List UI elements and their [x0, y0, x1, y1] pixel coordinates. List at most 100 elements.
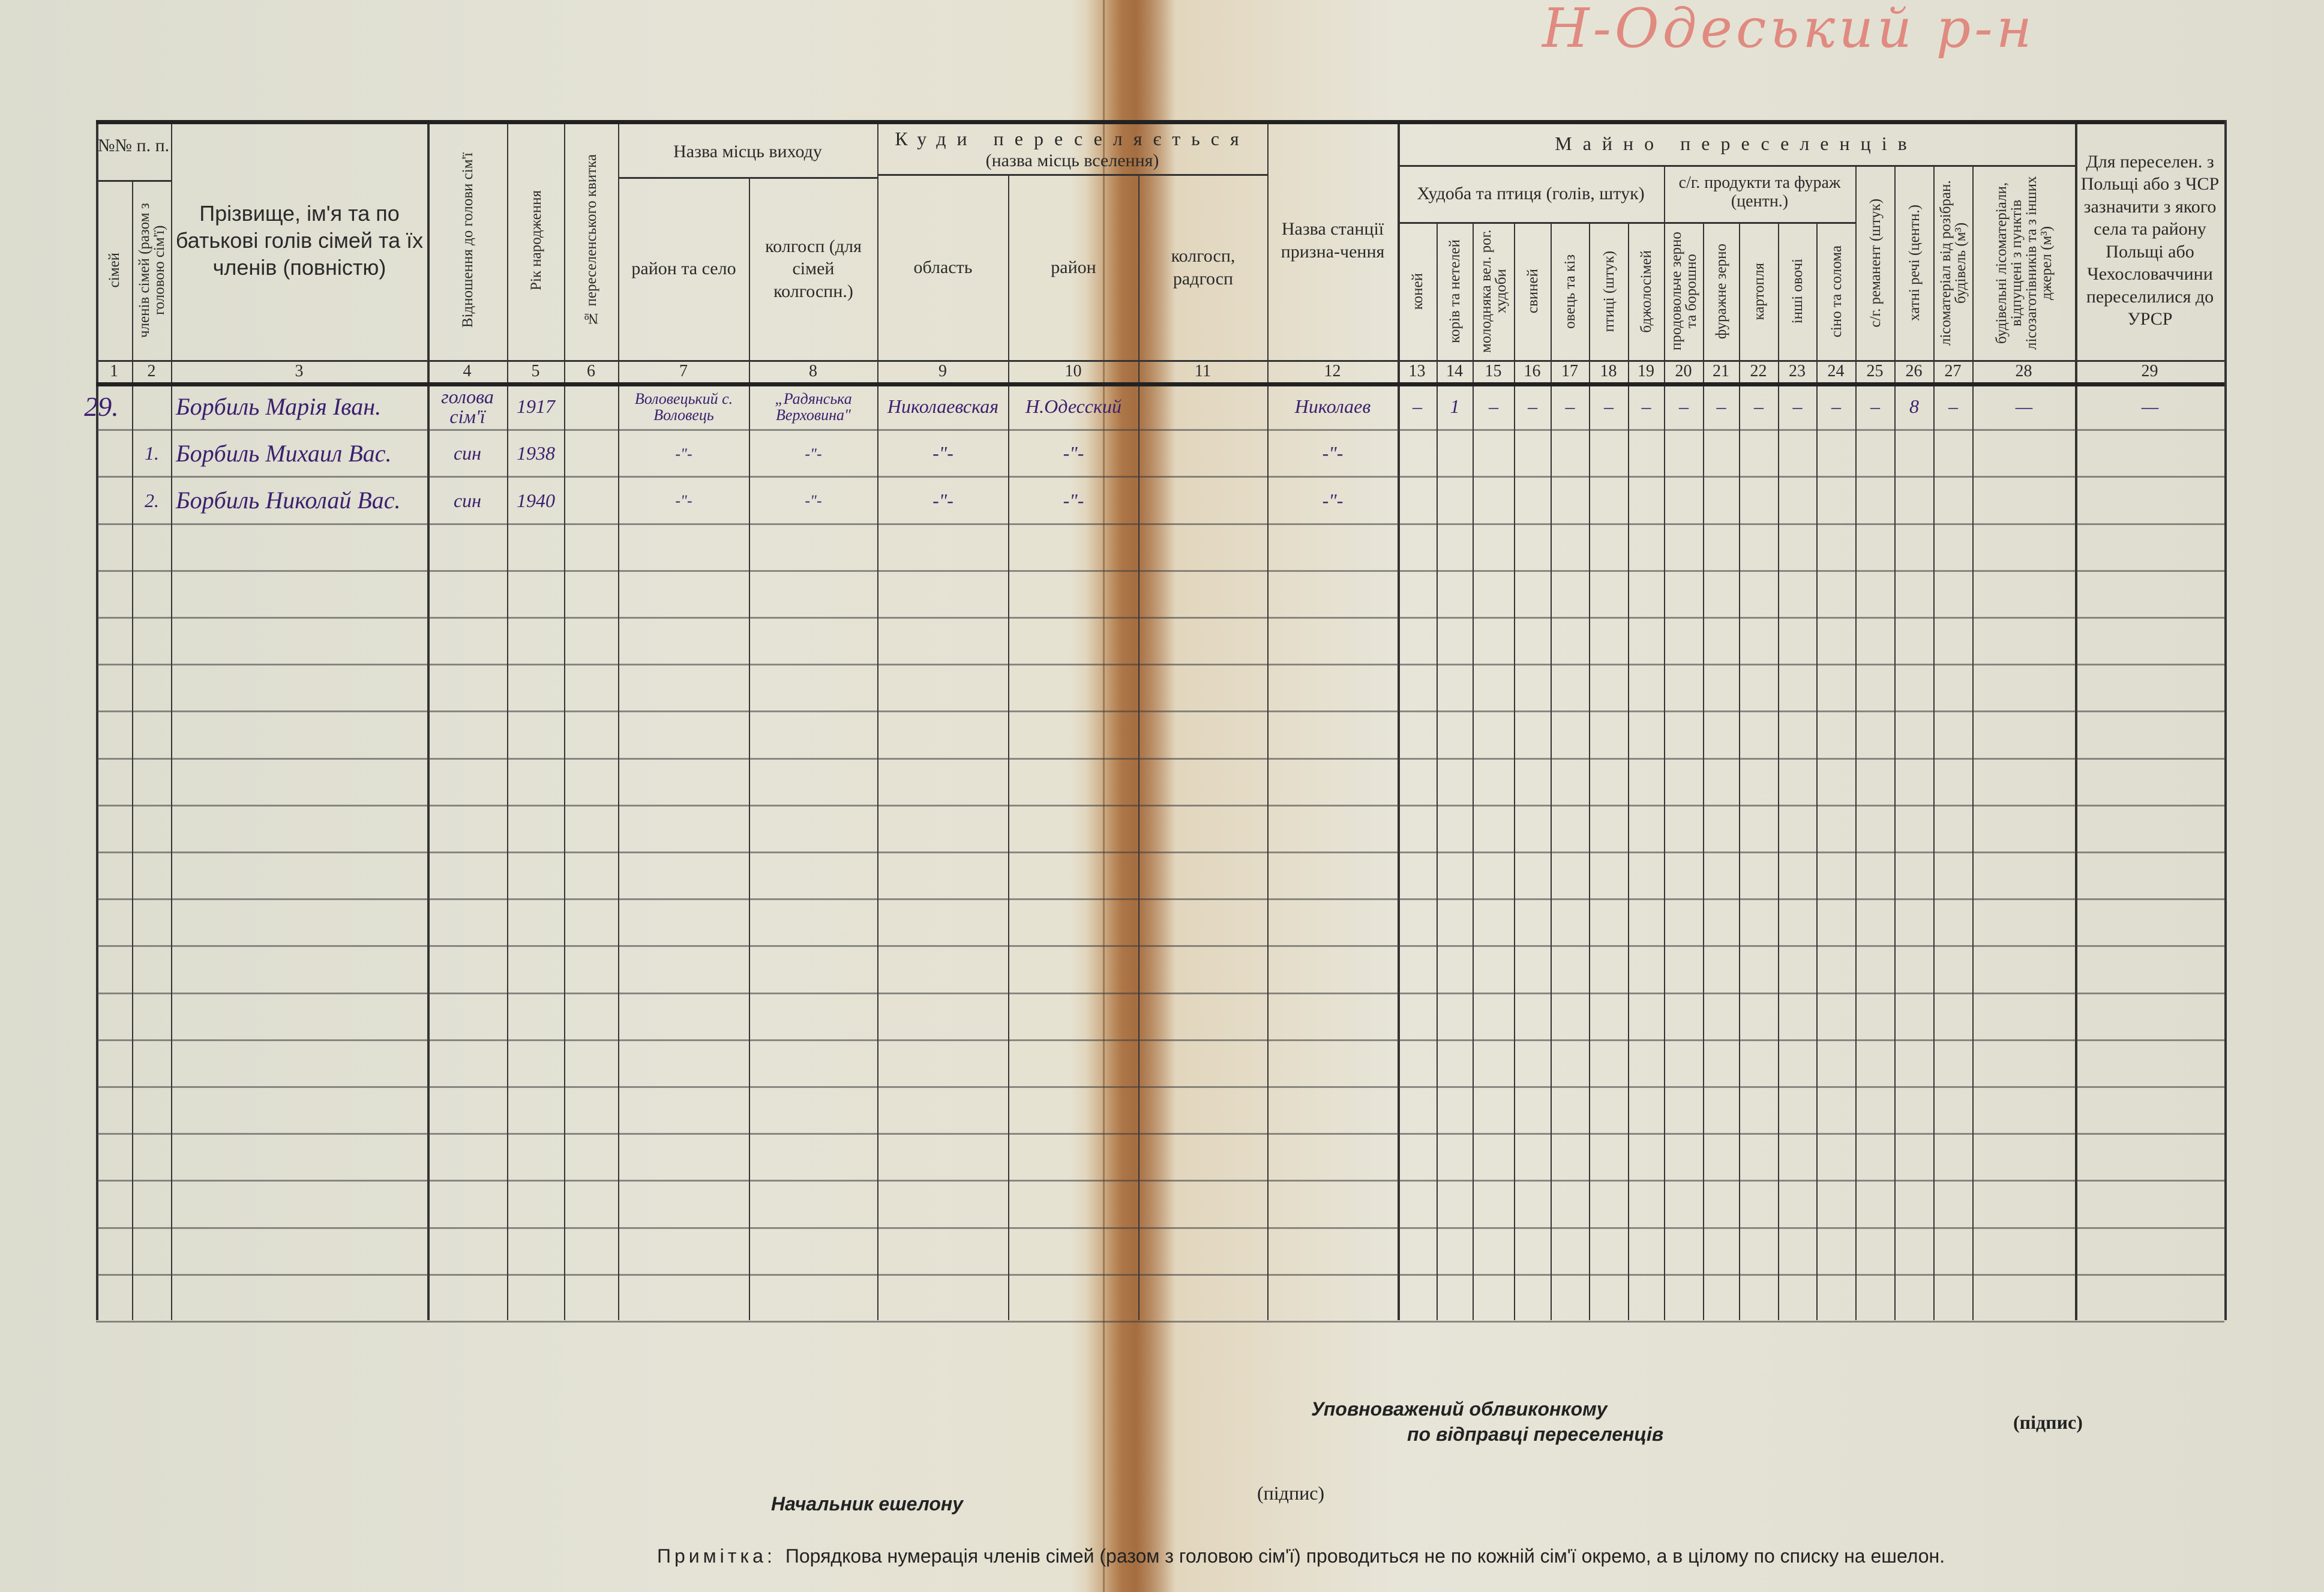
column-header-label: будівельні лісоматеріали, відпущені з пу…	[1993, 176, 2055, 350]
row-rule	[96, 1086, 2224, 1088]
cell-col-2: 1.	[145, 442, 159, 464]
cell-col-20: –	[1679, 395, 1689, 418]
column-header-23: інші овочі	[1779, 224, 1816, 359]
cell-col-10: -"-	[1063, 489, 1084, 511]
column-header-label: колгосп, радгосп	[1171, 246, 1236, 289]
red-pencil-annotation: Н-Одеський р-н	[1542, 0, 2035, 60]
column-header-label: № переселенського квитка	[583, 154, 599, 326]
cell-col-28: —	[2015, 395, 2033, 418]
cell-col-21: –	[1716, 395, 1726, 418]
column-number: 16	[1524, 362, 1541, 380]
column-divider	[877, 120, 878, 1320]
column-number: 22	[1750, 362, 1767, 380]
column-divider	[171, 120, 172, 1320]
cell-col-9: -"-	[932, 489, 953, 511]
column-header-10: район	[1009, 176, 1138, 359]
column-header-label: інші овочі	[1789, 259, 1806, 324]
column-header-label: колгосп (для сімей колгоспн.)	[765, 236, 862, 301]
column-header-label: членів сімей (разом з головою сім'ї)	[136, 203, 167, 338]
cell-col-10: -"-	[1063, 442, 1084, 464]
official-title-2: по відправці переселенців	[1407, 1423, 1664, 1445]
column-divider	[427, 120, 430, 1320]
column-header-label: Відношення до голови сім'ї	[459, 152, 476, 328]
column-header-20: продовольче зерно та борошно	[1665, 224, 1702, 359]
group-property: Майно переселенців	[1555, 133, 1918, 154]
row-rule	[96, 804, 2224, 807]
column-header-16: свиней	[1515, 224, 1550, 359]
column-header-8: колгосп (для сімей колгоспн.)	[750, 179, 877, 359]
cell-col-18: –	[1604, 395, 1614, 418]
column-divider	[1739, 222, 1740, 1320]
column-header-18: птиці (штук)	[1590, 224, 1627, 359]
cell-col-23: –	[1792, 395, 1803, 418]
cell-col-3: Борбиль Михаил Вас.	[176, 440, 392, 467]
column-header-label: район	[1051, 257, 1096, 277]
column-header-label: фуражне зерно	[1713, 243, 1729, 340]
cell-col-7: Воловецький с. Воловець	[634, 389, 733, 424]
row-rule	[96, 898, 2224, 901]
column-number: 27	[1944, 362, 1962, 380]
column-header-7: район та село	[619, 179, 748, 359]
row-rule	[96, 664, 2224, 666]
column-divider	[1894, 165, 1896, 1320]
column-number: 28	[2015, 362, 2032, 380]
cell-col-15: –	[1489, 395, 1498, 418]
property-rule	[1398, 165, 2075, 167]
column-header-29: Для переселен. з Польщі або з ЧСР зазнач…	[2076, 122, 2224, 359]
cell-col-14: 1	[1450, 395, 1460, 418]
column-header-label: корів та нетелей	[1447, 239, 1463, 343]
column-number: 12	[1324, 362, 1341, 380]
row-rule	[96, 1273, 2224, 1276]
cell-col-4: син	[453, 442, 482, 464]
official-signature-label: (підпис)	[2013, 1411, 2083, 1433]
cell-col-16: –	[1528, 395, 1537, 418]
group-dest-subtitle: (назва місць вселення)	[985, 151, 1159, 171]
row-rule	[96, 1227, 2224, 1229]
column-divider	[1473, 222, 1474, 1320]
column-divider	[618, 120, 619, 1320]
row-rule	[96, 945, 2224, 948]
column-divider	[1589, 222, 1590, 1320]
column-number: 20	[1675, 362, 1692, 380]
column-divider	[96, 120, 98, 1320]
cell-col-9: -"-	[932, 442, 953, 464]
cell-col-5: 1938	[517, 442, 555, 464]
column-header-11: колгосп, радгосп	[1139, 176, 1267, 359]
cell-col-4: голова сім'ї	[441, 386, 494, 428]
column-header-label: хатні речі (центн.)	[1906, 205, 1923, 321]
data-top-rule	[96, 382, 2224, 386]
row-rule	[96, 757, 2224, 760]
page-fold	[1103, 0, 1105, 1592]
column-header-5: Рік народження	[508, 122, 563, 359]
column-header-label: свиней	[1524, 269, 1541, 314]
column-number: 15	[1485, 362, 1502, 380]
column-header-17: овець та кіз	[1552, 224, 1588, 359]
cell-col-7: -"-	[675, 445, 692, 463]
column-divider	[1972, 165, 1974, 1320]
column-divider	[507, 120, 508, 1320]
echelon-chief-label: Начальник ешелону	[771, 1493, 964, 1515]
livestock-rule	[1398, 222, 1855, 224]
cell-col-8: „Радянська Верховина"	[775, 389, 852, 424]
row-rule	[96, 1133, 2224, 1135]
fold-stain	[1086, 0, 1176, 1592]
column-divider	[1437, 222, 1438, 1320]
column-header-label: лісоматеріал від розібран. будівель (м³)	[1938, 180, 1969, 346]
column-divider	[1703, 222, 1704, 1320]
column-divider	[1514, 222, 1515, 1320]
column-number: 14	[1446, 362, 1463, 380]
column-number: 25	[1866, 362, 1884, 380]
column-number: 7	[679, 362, 688, 380]
column-header-label: Назва станції призна-чення	[1281, 219, 1385, 262]
column-number: 8	[809, 362, 817, 380]
cell-col-10: Н.Одесский	[1025, 395, 1121, 418]
cell-col-12: Николаев	[1294, 395, 1371, 418]
column-header-label: сіно та солома	[1828, 245, 1845, 338]
column-number: 2	[147, 362, 156, 380]
header-bottom-rule	[96, 360, 2224, 362]
group-dest-title: Куди переселяється	[895, 128, 1250, 149]
column-divider	[1816, 222, 1818, 1320]
column-header-label: Рік народження	[527, 190, 544, 291]
official-title: Уповноважений облвиконкому	[1311, 1398, 1608, 1420]
column-header-label: продовольче зерно та борошно	[1668, 232, 1699, 351]
